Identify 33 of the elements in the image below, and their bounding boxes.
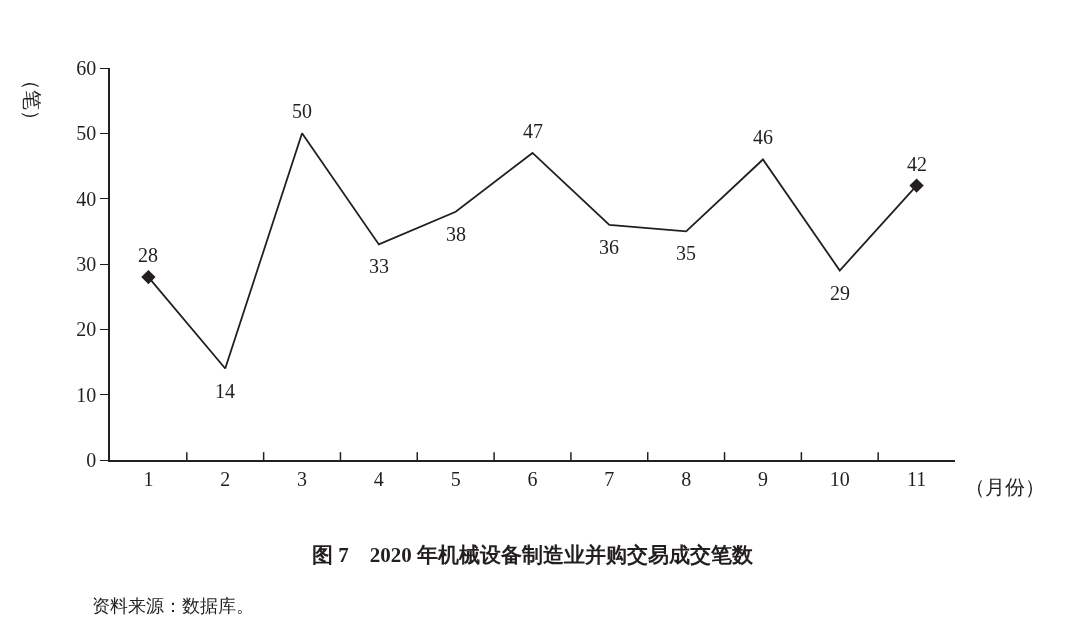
data-label: 28 xyxy=(138,244,158,266)
y-tick-label: 0 xyxy=(86,449,97,471)
x-tick-label: 9 xyxy=(757,467,768,490)
data-label: 38 xyxy=(446,223,466,245)
x-tick-label: 8 xyxy=(681,467,692,490)
y-tick-label: 50 xyxy=(76,122,97,145)
data-label: 47 xyxy=(523,120,543,142)
x-axis-title: （月份） xyxy=(965,476,1045,498)
x-tick-label: 1 xyxy=(143,467,154,490)
y-tick-label: 10 xyxy=(76,383,97,406)
data-label: 35 xyxy=(676,242,696,264)
text: 图 7 2020 年机械设备制造业并购交易成交笔数 xyxy=(312,543,754,567)
data-label: 14 xyxy=(215,380,235,402)
y-tick-label: 20 xyxy=(76,318,97,341)
x-tick-label: 6 xyxy=(527,467,538,490)
data-label: 36 xyxy=(599,236,619,258)
data-label: 29 xyxy=(830,282,850,304)
data-label: 46 xyxy=(753,126,773,148)
y-tick-label: 40 xyxy=(76,187,97,210)
x-tick-label: 2 xyxy=(220,467,231,490)
x-tick-label: 10 xyxy=(829,467,850,490)
x-tick-label: 3 xyxy=(297,467,308,490)
data-label: 50 xyxy=(292,100,312,122)
data-label: 33 xyxy=(369,255,389,277)
y-tick-label: 60 xyxy=(76,57,97,79)
x-tick-label: 11 xyxy=(906,467,927,490)
data-label: 42 xyxy=(907,153,927,175)
x-tick-label: 4 xyxy=(373,467,384,490)
text: 资料来源：数据库。 xyxy=(92,596,254,616)
y-tick-label: 30 xyxy=(76,253,97,275)
y-axis-title: （笔） xyxy=(21,70,43,130)
x-tick-label: 5 xyxy=(450,467,461,490)
x-tick-label: 7 xyxy=(604,467,615,490)
